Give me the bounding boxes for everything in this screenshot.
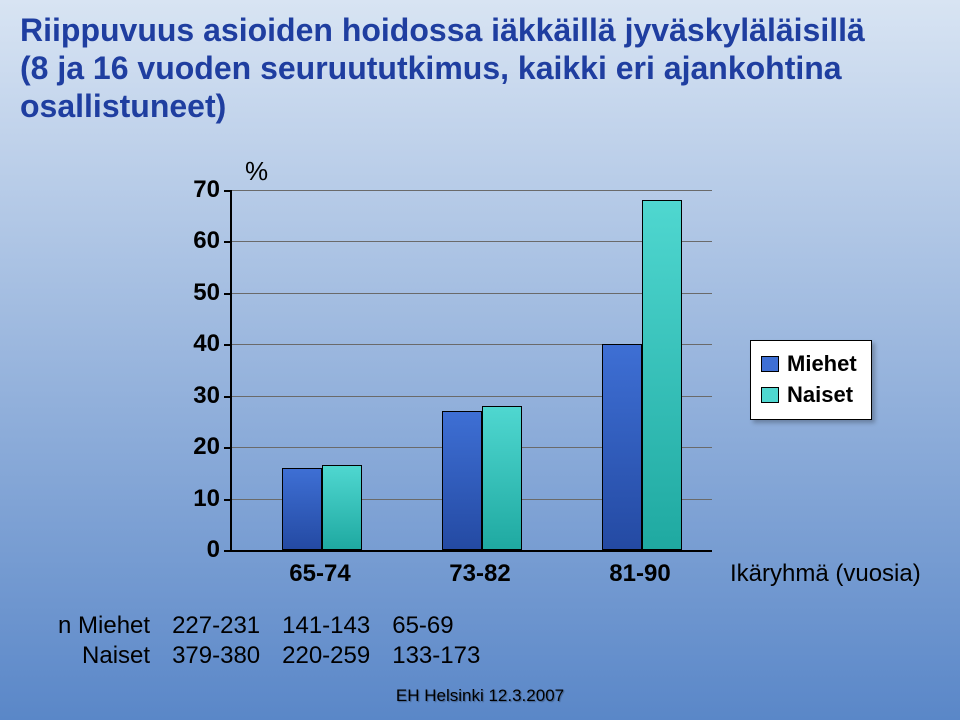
y-tick-label: 20	[170, 433, 220, 461]
y-tick	[224, 499, 232, 501]
grid-line	[232, 190, 712, 191]
bar-miehet-81-90	[602, 344, 642, 550]
y-tick	[224, 447, 232, 449]
n-miehet-v3: 65-69	[392, 612, 500, 640]
legend-label-miehet: Miehet	[787, 349, 857, 380]
title-line-3: osallistuneet)	[20, 88, 226, 124]
footer-text: EH Helsinki 12.3.2007	[0, 686, 960, 706]
x-tick-label: 65-74	[289, 560, 350, 588]
title-line-1: Riippuvuus asioiden hoidossa iäkkäillä j…	[20, 12, 865, 48]
n-miehet-v2: 141-143	[282, 612, 390, 640]
y-tick	[224, 396, 232, 398]
legend-swatch-miehet	[761, 356, 779, 372]
y-tick-label: 10	[170, 485, 220, 513]
legend-label-naiset: Naiset	[787, 380, 853, 411]
n-naiset-label: Naiset	[58, 642, 170, 670]
y-tick	[224, 550, 232, 552]
slide: Riippuvuus asioiden hoidossa iäkkäillä j…	[0, 0, 960, 720]
n-miehet-v1: 227-231	[172, 612, 280, 640]
table-row: Naiset 379-380 220-259 133-173	[58, 642, 500, 670]
y-tick	[224, 293, 232, 295]
y-tick-label: 0	[170, 536, 220, 564]
percent-symbol: %	[245, 156, 268, 187]
legend-item-naiset: Naiset	[761, 380, 857, 411]
y-tick-label: 40	[170, 330, 220, 358]
plot-area	[230, 190, 712, 552]
legend: Miehet Naiset	[750, 340, 872, 420]
bar-naiset-81-90	[642, 200, 682, 550]
n-naiset-v2: 220-259	[282, 642, 390, 670]
y-tick	[224, 344, 232, 346]
bar-naiset-73-82	[482, 406, 522, 550]
x-axis-title: Ikäryhmä (vuosia)	[730, 560, 921, 588]
y-tick-label: 70	[170, 176, 220, 204]
n-naiset-v1: 379-380	[172, 642, 280, 670]
x-tick-label: 81-90	[609, 560, 670, 588]
title-line-2: (8 ja 16 vuoden seuruututkimus, kaikki e…	[20, 50, 842, 86]
bar-naiset-65-74	[322, 465, 362, 550]
chart: % Ikäryhmä (vuosia) Miehet Naiset 010203…	[170, 190, 810, 610]
bar-miehet-73-82	[442, 411, 482, 550]
bar-miehet-65-74	[282, 468, 322, 550]
table-row: n Miehet 227-231 141-143 65-69	[58, 612, 500, 640]
legend-item-miehet: Miehet	[761, 349, 857, 380]
y-tick-label: 60	[170, 227, 220, 255]
n-table: n Miehet 227-231 141-143 65-69 Naiset 37…	[56, 610, 502, 672]
x-tick-label: 73-82	[449, 560, 510, 588]
grid-line	[232, 241, 712, 242]
grid-line	[232, 293, 712, 294]
n-miehet-label: n Miehet	[58, 612, 170, 640]
y-tick	[224, 241, 232, 243]
slide-title: Riippuvuus asioiden hoidossa iäkkäillä j…	[20, 12, 940, 125]
legend-swatch-naiset	[761, 387, 779, 403]
y-tick	[224, 190, 232, 192]
n-naiset-v3: 133-173	[392, 642, 500, 670]
y-tick-label: 50	[170, 279, 220, 307]
y-tick-label: 30	[170, 382, 220, 410]
